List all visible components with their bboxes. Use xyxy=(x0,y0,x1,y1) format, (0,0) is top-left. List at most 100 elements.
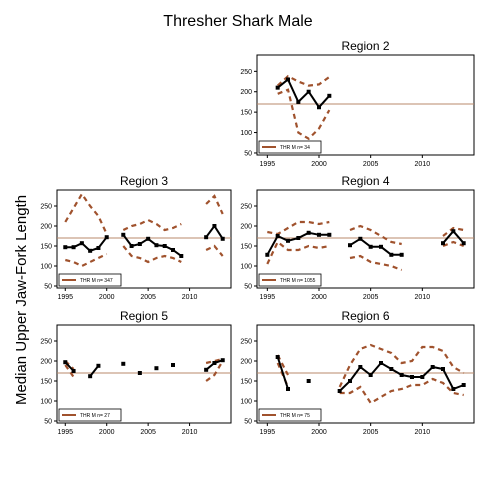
region-5-ytick-label-200: 200 xyxy=(40,359,52,366)
region-4-point-1995 xyxy=(265,253,269,257)
region-6-frame xyxy=(257,325,474,423)
region-3-xtick-label-2005: 2005 xyxy=(140,294,156,301)
region-5-point-2004 xyxy=(138,371,142,375)
region-4-point-2012 xyxy=(441,241,445,245)
region-6-point-1996 xyxy=(276,355,280,359)
region-4-ytick-label-100: 100 xyxy=(240,264,252,271)
region-3-point-1998 xyxy=(88,249,92,253)
region-3-ytick-label-150: 150 xyxy=(40,244,52,251)
region-2-point-2000 xyxy=(317,105,321,109)
region-4-point-2006 xyxy=(379,245,383,249)
region-2-xtick-label-2000: 2000 xyxy=(311,161,327,168)
region-4-point-2000 xyxy=(317,233,321,237)
region-2-xtick-label-2010: 2010 xyxy=(415,161,431,168)
region-6-xtick-label-2010: 2010 xyxy=(415,429,431,436)
region-4-title: Region 4 xyxy=(341,174,389,188)
region-3-ytick-label-100: 100 xyxy=(40,264,52,271)
region-2-ytick-label-200: 200 xyxy=(240,89,252,96)
region-4-xtick-label-1995: 1995 xyxy=(260,294,276,301)
region-5-xtick-label-2005: 2005 xyxy=(140,429,156,436)
region-4-point-2014 xyxy=(462,241,466,245)
region-2-xtick-label-2005: 2005 xyxy=(363,161,379,168)
figure-title: Thresher Shark Male xyxy=(163,13,312,30)
region-3-ytick-label-50: 50 xyxy=(44,284,52,291)
region-3-point-2012 xyxy=(204,235,208,239)
region-4-point-1996 xyxy=(276,234,280,238)
region-3-xtick-label-2000: 2000 xyxy=(99,294,115,301)
region-4-ytick-label-150: 150 xyxy=(240,244,252,251)
region-2-ytick-label-150: 150 xyxy=(240,110,252,117)
region-3-upper-bound-2 xyxy=(206,196,223,214)
region-5-point-2006 xyxy=(154,366,158,370)
region-3-point-1995 xyxy=(63,245,67,249)
region-3-legend-label: THR M n= 347 xyxy=(80,278,113,284)
region-3-xtick-label-1995: 1995 xyxy=(57,294,73,301)
region-6-lower-bound-2 xyxy=(340,379,464,403)
panel-region-5: Region 5501001502002501995 2000 2005 2010TH… xyxy=(40,309,231,436)
region-2-xtick-label-1995: 1995 xyxy=(260,161,276,168)
region-3-lower-bound-0 xyxy=(65,254,106,266)
region-3-point-2008 xyxy=(171,248,175,252)
region-5-point-1996 xyxy=(72,369,76,373)
region-3-series-line-0 xyxy=(65,237,106,251)
region-5-xtick-label-1995: 1995 xyxy=(57,429,73,436)
region-4-xtick-label-2000: 2000 xyxy=(311,294,327,301)
region-2-ytick-label-100: 100 xyxy=(240,130,252,137)
region-4-point-1997 xyxy=(286,239,290,243)
region-6-ytick-label-150: 150 xyxy=(240,379,252,386)
region-6-point-1997 xyxy=(286,387,290,391)
region-2-point-1999 xyxy=(307,90,311,94)
region-3-point-1999 xyxy=(96,246,100,250)
region-5-legend-label: THR M n= 27 xyxy=(80,413,110,419)
region-6-point-2010 xyxy=(420,375,424,379)
region-4-point-2007 xyxy=(389,253,393,257)
region-3-point-1997 xyxy=(80,241,84,245)
region-5-point-1998 xyxy=(88,374,92,378)
region-3-point-2006 xyxy=(154,243,158,247)
region-5-ytick-label-250: 250 xyxy=(40,339,52,346)
region-4-ytick-label-250: 250 xyxy=(240,204,252,211)
region-6-point-2004 xyxy=(358,365,362,369)
region-6-title: Region 6 xyxy=(341,309,389,323)
region-4-upper-bound-0 xyxy=(267,222,329,234)
region-4-point-1999 xyxy=(307,231,311,235)
region-6-point-2013 xyxy=(451,387,455,391)
region-3-title: Region 3 xyxy=(120,174,168,188)
region-4-lower-bound-1 xyxy=(350,256,402,270)
region-2-point-1997 xyxy=(286,77,290,81)
region-5-point-2014 xyxy=(221,358,225,362)
region-3-point-2004 xyxy=(138,242,142,246)
region-2-point-2001 xyxy=(327,94,331,98)
region-3-point-2009 xyxy=(179,254,183,258)
region-2-frame xyxy=(257,55,474,155)
region-4-point-2008 xyxy=(400,253,404,257)
region-5-point-2013 xyxy=(212,361,216,365)
region-3-point-2000 xyxy=(105,235,109,239)
region-4-ytick-label-200: 200 xyxy=(240,224,252,231)
panel-region-2: Region 2501001502002501995 2000 2005 2010TH… xyxy=(240,39,474,168)
region-2-point-1998 xyxy=(296,100,300,104)
region-6-point-2009 xyxy=(410,375,414,379)
region-3-point-2007 xyxy=(163,244,167,248)
region-5-title: Region 5 xyxy=(120,309,168,323)
region-3-ytick-label-200: 200 xyxy=(40,224,52,231)
region-5-point-1999 xyxy=(96,364,100,368)
region-3-lower-bound-2 xyxy=(206,246,223,256)
region-5-point-2012 xyxy=(204,368,208,372)
region-4-lower-bound-0 xyxy=(267,242,329,264)
region-3-point-2014 xyxy=(221,237,225,241)
region-5-point-2002 xyxy=(121,362,125,366)
region-4-ytick-label-50: 50 xyxy=(244,284,252,291)
region-3-upper-bound-0 xyxy=(65,194,106,234)
region-3-upper-bound-1 xyxy=(123,220,181,230)
region-6-ytick-label-200: 200 xyxy=(240,359,252,366)
region-5-xtick-label-2010: 2010 xyxy=(182,429,198,436)
region-3-point-2005 xyxy=(146,237,150,241)
region-4-legend-label: THR M n= 1055 xyxy=(280,278,316,284)
region-4-point-2013 xyxy=(451,229,455,233)
region-5-ytick-label-150: 150 xyxy=(40,379,52,386)
region-5-ytick-label-50: 50 xyxy=(44,419,52,426)
panel-region-4: Region 4 50 100 150 200 250 1995 2000 2005 2010 TH… xyxy=(240,174,474,301)
region-2-legend-label: THR M n= 34 xyxy=(280,145,310,151)
